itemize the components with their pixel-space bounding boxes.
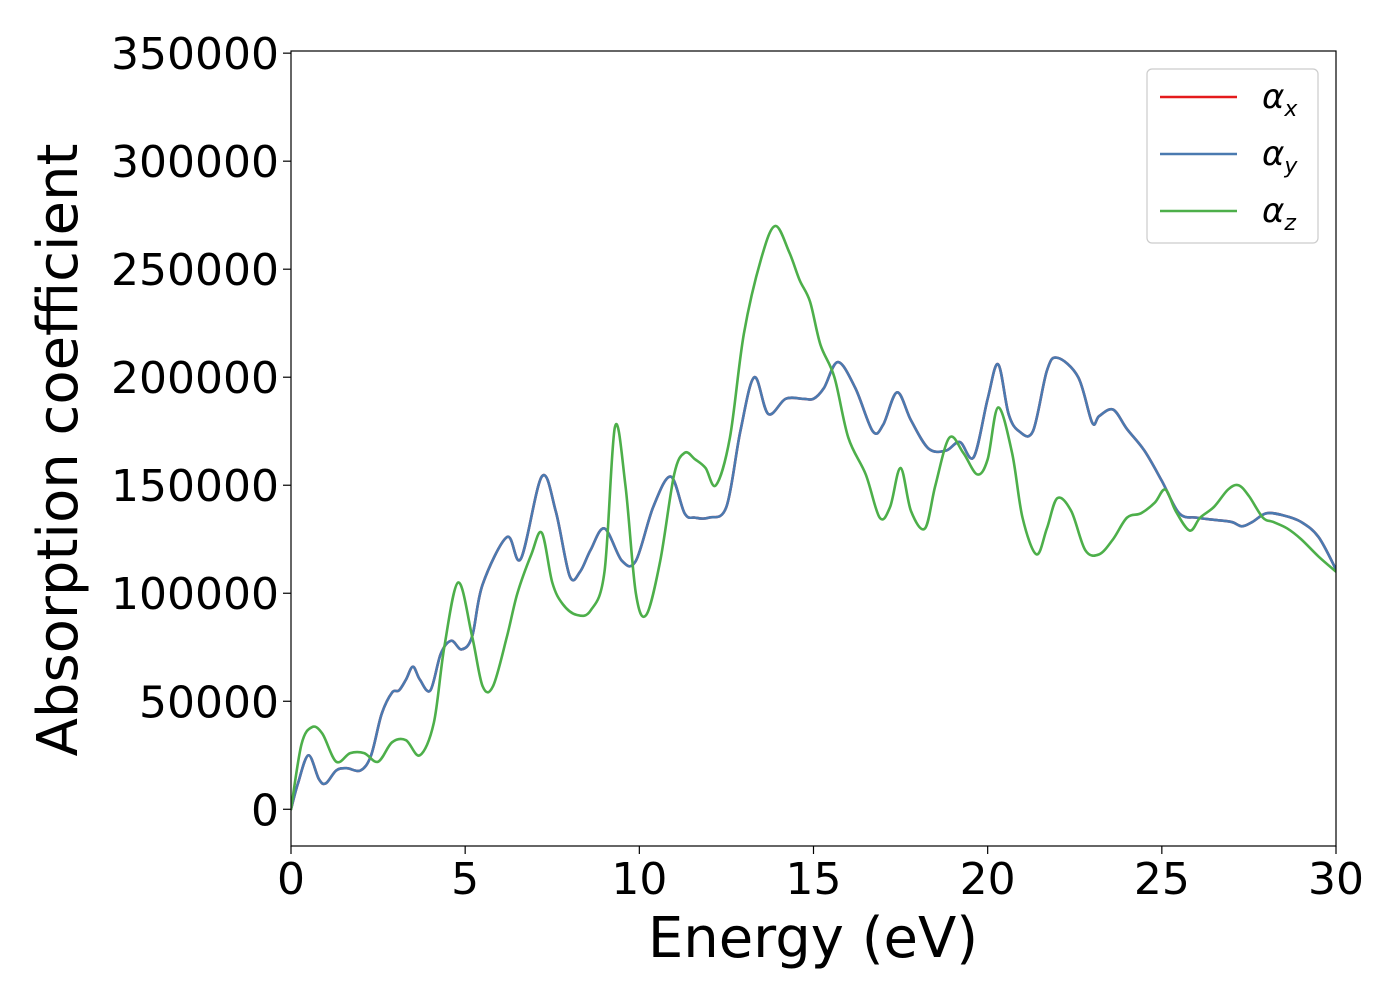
legend-box [1146,68,1319,244]
x-axis-ticks: 0 5 10 15 20 25 30 [277,846,1364,905]
y-tick-label: 150000 [111,461,279,512]
x-tick-label: 30 [1308,854,1364,905]
y-tick-label: 300000 [111,137,279,188]
y-tick-label: 200000 [111,353,279,404]
x-tick-label: 10 [611,854,667,905]
x-tick-label: 5 [451,854,479,905]
series-line-z [291,224,1336,811]
y-tick-label: 50000 [139,677,279,728]
legend-subscript: y [1283,154,1298,179]
legend-symbol: α [1262,191,1284,231]
y-tick-label: 250000 [111,245,279,296]
legend-label-y: αy [1262,134,1298,179]
legend-symbol: α [1262,134,1284,174]
x-axis-label: Energy (eV) [648,906,978,971]
y-tick-label: 0 [251,785,279,836]
series-line-y [291,356,1336,811]
y-axis-label: Absorption coefficient [26,144,91,757]
legend-subscript: x [1283,97,1298,122]
x-tick-label: 15 [786,854,842,905]
x-tick-label: 25 [1134,854,1190,905]
y-tick-label: 350000 [111,29,279,80]
legend-symbol: α [1262,77,1284,117]
legend-label-x: αx [1262,77,1298,122]
y-tick-label: 100000 [111,569,279,620]
series-layer [291,224,1336,811]
y-axis-ticks: 0 50000 100000 150000 200000 250000 300000 3500… [111,29,291,836]
x-tick-label: 0 [277,854,305,905]
legend-subscript: z [1283,211,1296,236]
legend-label-z: αz [1262,191,1296,236]
x-tick-label: 20 [960,854,1016,905]
